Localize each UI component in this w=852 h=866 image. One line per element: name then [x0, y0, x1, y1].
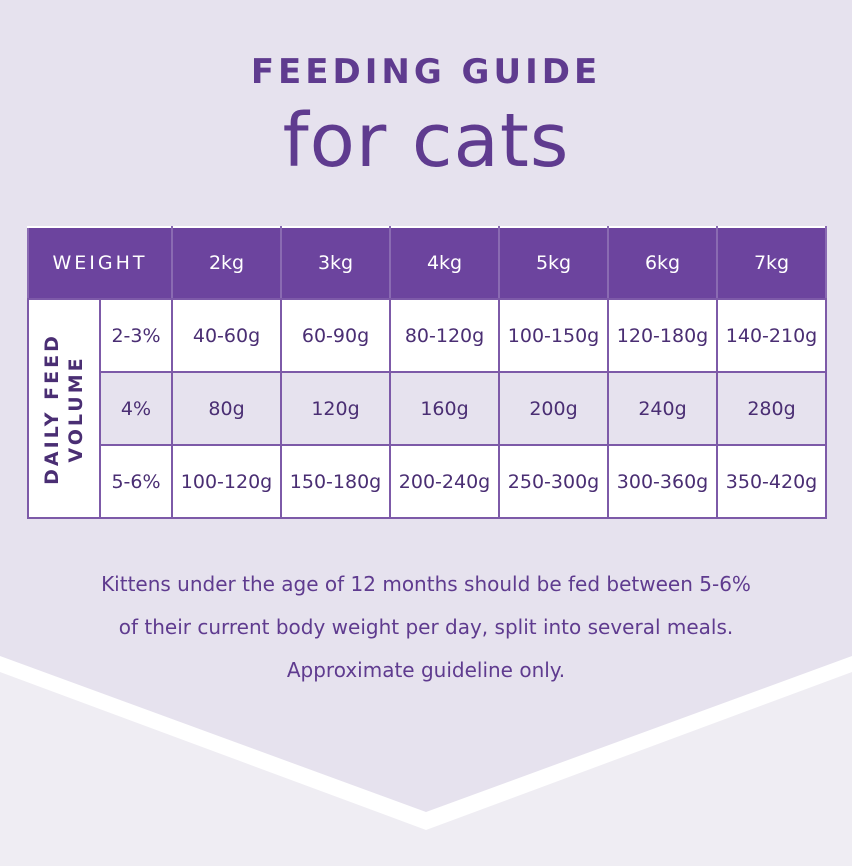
value-cell: 160g: [389, 371, 501, 446]
weight-header: WEIGHT: [26, 226, 174, 300]
note-line1: Kittens under the age of 12 months shoul…: [101, 572, 751, 596]
note-line3: Approximate guideline only.: [286, 658, 566, 682]
value-cell: 240g: [607, 371, 719, 446]
value-cell: 40-60g: [171, 298, 283, 373]
header-row: WEIGHT 2kg 3kg 4kg 5kg 6kg 7kg: [26, 226, 828, 300]
kitten-note: Kittens under the age of 12 months shoul…: [0, 563, 852, 692]
value-cell: 280g: [716, 371, 828, 446]
value-cell: 100-150g: [498, 298, 610, 373]
daily-feed-volume-label: DAILY FEED VOLUME: [27, 298, 101, 519]
pct-cell: 5-6%: [98, 444, 174, 519]
pct-cell: 4%: [98, 371, 174, 446]
value-cell: 200-240g: [389, 444, 501, 519]
side-label-line2: VOLUME: [65, 354, 87, 463]
table-row: 5-6% 100-120g 150-180g 200-240g 250-300g…: [28, 444, 828, 519]
value-cell: 120-180g: [607, 298, 719, 373]
value-cell: 150-180g: [280, 444, 392, 519]
side-label-line1: DAILY FEED: [41, 332, 63, 485]
value-cell: 250-300g: [498, 444, 610, 519]
table-row: DAILY FEED VOLUME 2-3% 40-60g 60-90g 80-…: [27, 298, 828, 519]
weight-4kg: 4kg: [389, 226, 501, 300]
value-cell: 300-360g: [607, 444, 719, 519]
weight-3kg: 3kg: [280, 226, 392, 300]
value-cell: 60-90g: [280, 298, 392, 373]
title-feeding-guide: FEEDING GUIDE: [250, 52, 602, 92]
note-line2: of their current body weight per day, sp…: [118, 615, 734, 639]
value-cell: 100-120g: [171, 444, 283, 519]
weight-6kg: 6kg: [607, 226, 719, 300]
title-for-cats: for cats: [282, 98, 570, 184]
weight-5kg: 5kg: [498, 226, 610, 300]
value-cell: 350-420g: [716, 444, 828, 519]
value-cell: 80-120g: [389, 298, 501, 373]
value-cell: 80g: [171, 371, 283, 446]
value-cell: 120g: [280, 371, 392, 446]
feeding-table: WEIGHT 2kg 3kg 4kg 5kg 6kg 7kg DAILY FEE…: [26, 226, 828, 519]
table-row: 4% 80g 120g 160g 200g 240g 280g: [28, 371, 828, 446]
weight-2kg: 2kg: [171, 226, 283, 300]
weight-7kg: 7kg: [716, 226, 828, 300]
pct-cell: 2-3%: [98, 298, 174, 373]
value-cell: 200g: [498, 371, 610, 446]
value-cell: 140-210g: [716, 298, 828, 373]
